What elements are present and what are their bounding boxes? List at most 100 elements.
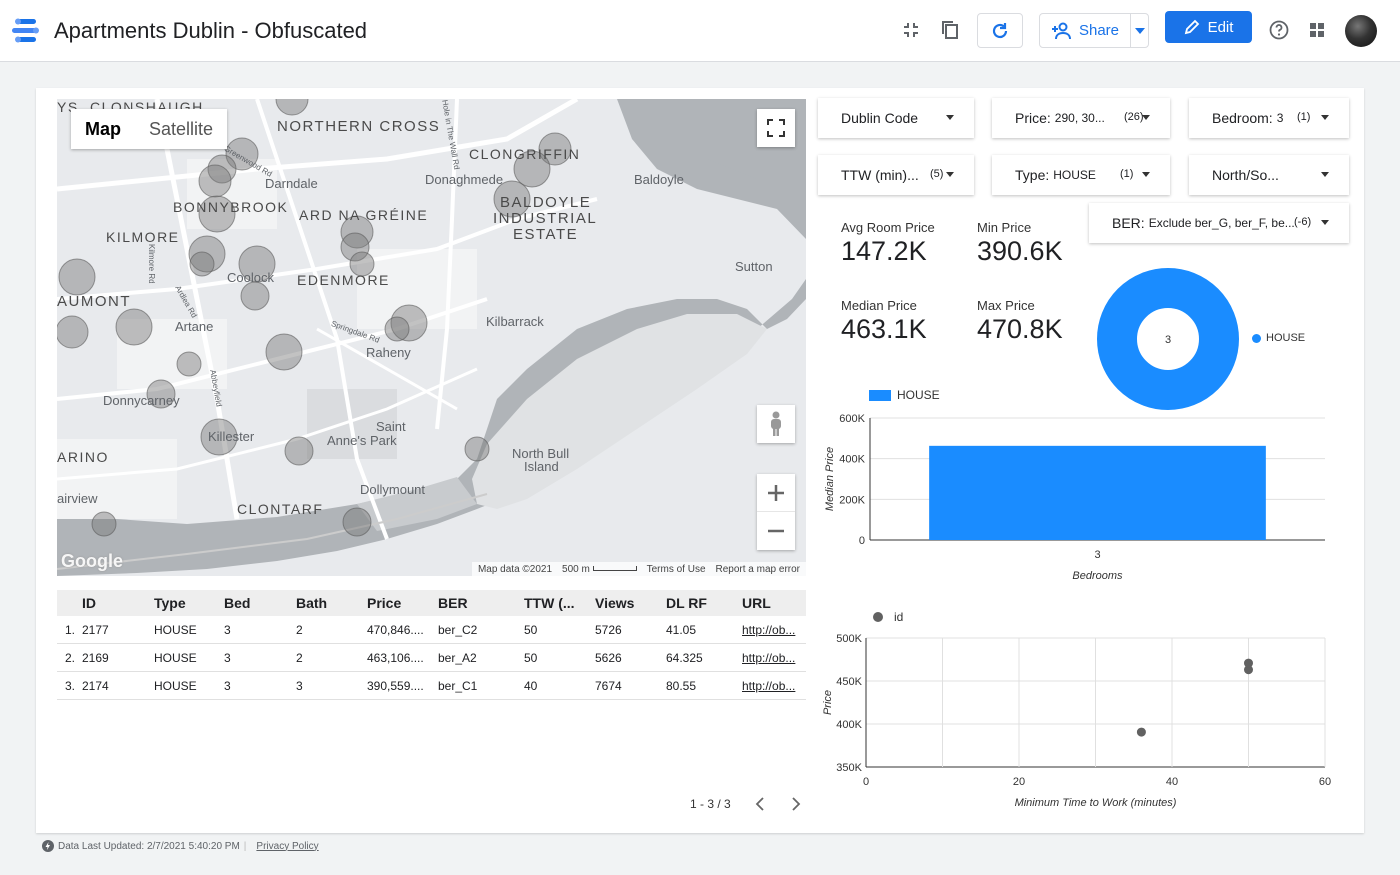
filter-value: HOUSE	[1053, 168, 1096, 182]
filter-ttw[interactable]: TTW (min)... (5)	[818, 155, 974, 195]
donut-slice-house[interactable]	[1097, 268, 1239, 410]
map-footer: Map data ©2021 500 m Terms of Use Report…	[471, 562, 806, 576]
copy-icon[interactable]	[939, 19, 961, 41]
bar-chart-median-price[interactable]: HOUSE 0 200K 400K 600K 3 Bedrooms Median Price	[815, 380, 1335, 590]
add-person-icon	[1051, 22, 1071, 39]
filter-value: 3	[1276, 111, 1284, 125]
help-icon[interactable]	[1268, 19, 1290, 41]
caret-down-icon	[1321, 172, 1329, 177]
bar-legend-swatch	[869, 390, 891, 401]
table-cell: 7674	[595, 678, 622, 693]
filter-price[interactable]: Price: 290, 30... (26)	[992, 98, 1170, 138]
footer-divider: |	[243, 840, 247, 852]
table-row[interactable]: 2. 2169 HOUSE 3 2 463,106.... ber_A2 50 5626 64.3…	[57, 644, 806, 672]
listings-table: ID Type Bed Bath Price BER TTW (... Views DL RF U…	[57, 590, 806, 700]
column-header[interactable]: BER	[438, 595, 468, 611]
scatter-chart-price-ttw[interactable]: id 350K 400K 450K 500K 0 20 40 60 Minimum Time to…	[815, 600, 1335, 815]
zoom-in-button[interactable]	[757, 474, 795, 512]
privacy-policy-link[interactable]: Privacy Policy	[256, 840, 319, 852]
column-header[interactable]: Views	[595, 595, 635, 611]
data-studio-logo[interactable]	[12, 18, 42, 44]
map-place-label: Coolock	[227, 270, 274, 285]
bar-y-tick-label: 600K	[839, 413, 865, 425]
scorecard-avg-room-price-value: 147.2K	[841, 236, 927, 266]
caret-down-icon	[1321, 220, 1329, 225]
zoom-out-button[interactable]	[757, 512, 795, 550]
scatter-y-tick-label: 500K	[836, 633, 862, 645]
chevron-left-icon[interactable]	[755, 797, 765, 811]
filter-north-south[interactable]: North/So...	[1189, 155, 1349, 195]
scatter-legend-label[interactable]: id	[894, 610, 903, 624]
scatter-point[interactable]	[1136, 727, 1146, 737]
url-link[interactable]: http://ob...	[742, 678, 796, 693]
column-header[interactable]: URL	[742, 595, 771, 611]
apps-grid-icon[interactable]	[1306, 19, 1328, 41]
column-header[interactable]: Price	[367, 595, 402, 611]
caret-down-icon	[1321, 115, 1329, 120]
column-header[interactable]: DL RF	[666, 595, 707, 611]
bar-x-axis-label: Bedrooms	[1072, 570, 1123, 582]
bar-y-tick-label: 400K	[839, 454, 865, 466]
table-cell: HOUSE	[154, 678, 197, 693]
map-place-label: KILMORE	[106, 229, 180, 245]
share-dropdown[interactable]	[1131, 14, 1148, 47]
user-avatar[interactable]	[1345, 15, 1377, 47]
filter-dublin-code[interactable]: Dublin Code	[818, 98, 974, 138]
scorecard-min-price-value: 390.6K	[977, 236, 1063, 266]
street-view-button[interactable]	[757, 405, 795, 443]
filter-value: 290, 30...	[1054, 111, 1105, 125]
filter-count: (1)	[1120, 168, 1134, 180]
table-cell: 3	[224, 678, 231, 693]
column-header[interactable]: ID	[82, 595, 96, 611]
filter-count: (-6)	[1294, 216, 1312, 228]
edit-button[interactable]: Edit	[1165, 11, 1252, 43]
table-cell: 2174	[82, 678, 109, 693]
map-terms-link[interactable]: Terms of Use	[646, 563, 706, 575]
bubble-map[interactable]: YS CLONSHAUGH NORTHERN CROSS CLONGRIFFIN Dar…	[57, 99, 806, 576]
scatter-x-tick-label: 40	[1166, 776, 1178, 788]
table-cell: 2	[296, 622, 303, 637]
column-header[interactable]: TTW (...	[524, 595, 575, 611]
pager-label: 1 - 3 / 3	[690, 797, 731, 811]
map-type-satellite[interactable]: Satellite	[149, 118, 214, 139]
scatter-y-tick-label: 450K	[836, 676, 862, 688]
filter-ber[interactable]: BER: Exclude ber_G, ber_F, be... (-6)	[1089, 203, 1349, 243]
donut-chart[interactable]: 3	[1095, 268, 1245, 418]
column-header[interactable]: Bath	[296, 595, 328, 611]
chevron-right-icon[interactable]	[791, 797, 801, 811]
table-cell: 2177	[82, 622, 109, 637]
scatter-point[interactable]	[1244, 665, 1253, 675]
bar-legend-label[interactable]: HOUSE	[897, 388, 940, 402]
table-row[interactable]: 3. 2174 HOUSE 3 3 390,559.... ber_C1 40 7674 80.5…	[57, 672, 806, 700]
filter-label: Dublin Code	[841, 110, 919, 126]
column-header[interactable]: Bed	[224, 595, 251, 611]
map-scale-bar	[592, 566, 637, 572]
caret-down-icon	[1142, 172, 1150, 177]
map-place-label: Kilmore Rd	[147, 244, 156, 284]
column-header[interactable]: Type	[154, 595, 186, 611]
fullscreen-exit-icon[interactable]	[900, 19, 922, 41]
refresh-button[interactable]	[977, 13, 1023, 48]
map-place-label: CLONTARF	[237, 501, 324, 517]
map-scale-label: 500 m	[562, 563, 590, 575]
donut-legend[interactable]: HOUSE	[1252, 332, 1305, 344]
share-main[interactable]: Share	[1040, 14, 1131, 47]
bar[interactable]	[929, 445, 1266, 540]
map-place-label: INDUSTRIAL	[493, 210, 598, 227]
google-logo: Google	[61, 551, 123, 571]
table-cell: HOUSE	[154, 650, 197, 665]
edit-label: Edit	[1207, 18, 1234, 36]
map-fullscreen-button[interactable]	[757, 109, 795, 147]
scatter-point[interactable]	[1244, 658, 1253, 668]
map-report-error-link[interactable]: Report a map error	[715, 563, 800, 575]
filter-bedroom[interactable]: Bedroom: 3 (1)	[1189, 98, 1349, 138]
share-button[interactable]: Share	[1039, 13, 1149, 48]
map-type-map[interactable]: Map	[85, 118, 121, 139]
map-place-label: North Bull	[512, 446, 570, 461]
pencil-icon	[1184, 19, 1199, 35]
filter-type[interactable]: Type: HOUSE (1)	[992, 155, 1170, 195]
url-link[interactable]: http://ob...	[742, 650, 796, 665]
table-row[interactable]: 1. 2177 HOUSE 3 2 470,846.... ber_C2 50 5726 41.0…	[57, 616, 806, 644]
url-link[interactable]: http://ob...	[742, 622, 796, 637]
bar-y-axis-label: Median Price	[824, 447, 836, 511]
